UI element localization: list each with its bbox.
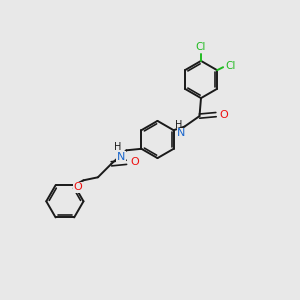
Text: N: N xyxy=(177,128,186,138)
Text: H: H xyxy=(114,142,121,152)
Text: O: O xyxy=(130,157,139,167)
Text: Cl: Cl xyxy=(225,61,235,71)
Text: H: H xyxy=(175,120,182,130)
Text: O: O xyxy=(74,182,82,192)
Text: N: N xyxy=(117,152,125,161)
Text: Cl: Cl xyxy=(196,42,206,52)
Text: O: O xyxy=(220,110,228,120)
